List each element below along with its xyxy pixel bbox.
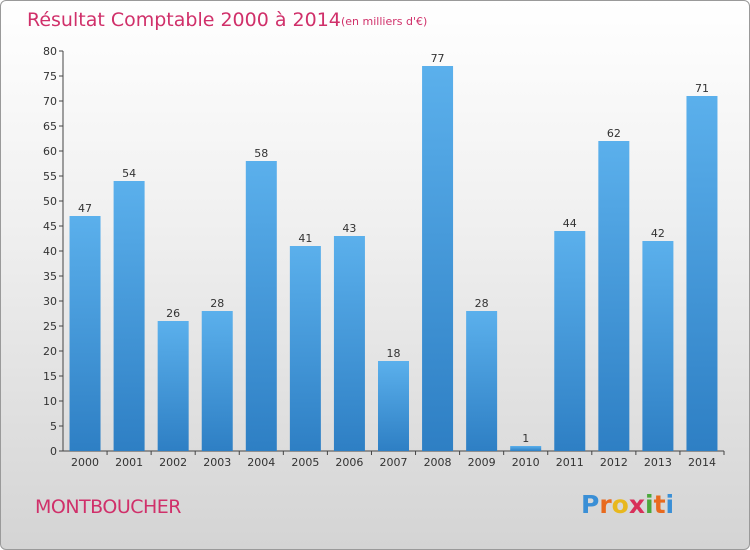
x-tick-label: 2007: [380, 456, 408, 469]
y-tick-label: 40: [43, 245, 57, 258]
bar-value-label: 1: [522, 432, 529, 445]
logo-letter: t: [653, 490, 666, 519]
x-tick-label: 2001: [115, 456, 143, 469]
bar-value-label: 41: [298, 232, 312, 245]
y-tick-label: 65: [43, 120, 57, 133]
x-tick-label: 2010: [512, 456, 540, 469]
y-tick-label: 80: [43, 45, 57, 58]
x-tick-label: 2012: [600, 456, 628, 469]
y-tick-label: 30: [43, 295, 57, 308]
bar-value-label: 43: [342, 222, 356, 235]
bar-value-label: 28: [210, 297, 224, 310]
bar-value-label: 47: [78, 202, 92, 215]
x-tick-label: 2002: [159, 456, 187, 469]
y-tick-label: 60: [43, 145, 57, 158]
bar-value-label: 26: [166, 307, 180, 320]
y-tick-label: 20: [43, 345, 57, 358]
bar-value-label: 42: [651, 227, 665, 240]
bar-value-label: 62: [607, 127, 621, 140]
y-tick-label: 0: [50, 445, 57, 458]
y-tick-label: 35: [43, 270, 57, 283]
x-tick-label: 2000: [71, 456, 99, 469]
bar-value-label: 77: [431, 52, 445, 65]
y-tick-label: 55: [43, 170, 57, 183]
logo-letter: r: [599, 490, 612, 519]
logo-letter: i: [645, 490, 654, 519]
logo-letter: P: [581, 490, 600, 519]
bar: [686, 96, 718, 451]
bar: [510, 446, 542, 451]
y-tick-label: 10: [43, 395, 57, 408]
proxiti-logo: Proxiti: [581, 490, 674, 519]
y-tick-label: 15: [43, 370, 57, 383]
bar: [466, 311, 498, 451]
bar-value-label: 54: [122, 167, 136, 180]
bar: [554, 231, 586, 451]
bar: [378, 361, 409, 451]
y-tick-label: 5: [50, 420, 57, 433]
logo-letter: x: [628, 490, 645, 519]
bar: [245, 161, 277, 451]
bar-value-label: 58: [254, 147, 268, 160]
bar: [201, 311, 233, 451]
y-tick-label: 50: [43, 195, 57, 208]
bar: [422, 66, 454, 451]
bar: [333, 236, 365, 451]
x-tick-label: 2011: [556, 456, 584, 469]
chart-subtitle: (en milliers d'€): [341, 15, 428, 28]
bar: [113, 181, 145, 451]
bar: [642, 241, 674, 451]
x-tick-label: 2006: [335, 456, 363, 469]
bar-value-label: 18: [387, 347, 401, 360]
logo-letter: i: [665, 490, 675, 519]
y-tick-label: 75: [43, 70, 57, 83]
bar: [289, 246, 321, 451]
x-tick-label: 2004: [247, 456, 275, 469]
x-tick-label: 2013: [644, 456, 672, 469]
place-name: MONTBOUCHER: [35, 496, 182, 518]
x-tick-label: 2014: [688, 456, 716, 469]
y-tick-label: 25: [43, 320, 57, 333]
x-tick-label: 2009: [468, 456, 496, 469]
bar-value-label: 44: [563, 217, 577, 230]
bar: [598, 141, 630, 451]
x-tick-label: 2008: [424, 456, 452, 469]
y-tick-label: 70: [43, 95, 57, 108]
bar: [69, 216, 101, 451]
bar-value-label: 28: [475, 297, 489, 310]
logo-letter: o: [611, 490, 629, 519]
bar-value-label: 71: [695, 82, 709, 95]
bar: [157, 321, 189, 451]
y-tick-label: 45: [43, 220, 57, 233]
chart-title: Résultat Comptable 2000 à 2014: [27, 9, 341, 31]
x-tick-label: 2003: [203, 456, 231, 469]
x-tick-label: 2005: [291, 456, 319, 469]
